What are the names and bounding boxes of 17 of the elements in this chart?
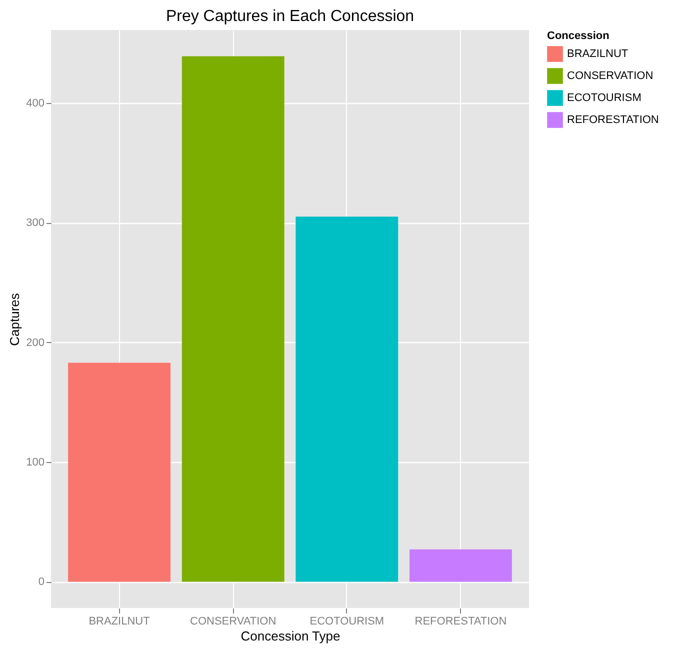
- legend-label: REFORESTATION: [567, 114, 659, 126]
- legend-label: CONSERVATION: [567, 70, 654, 82]
- y-tick-label: 400: [26, 97, 44, 110]
- y-axis-title: Captures: [7, 292, 22, 346]
- legend-title: Concession: [547, 30, 610, 42]
- x-tick-label: REFORESTATION: [414, 616, 507, 628]
- x-tick-label: BRAZILNUT: [88, 616, 150, 628]
- legend-label: BRAZILNUT: [567, 48, 628, 60]
- legend-label: ECOTOURISM: [567, 92, 642, 104]
- y-tick-label: 300: [26, 217, 44, 230]
- x-tick-label: CONSERVATION: [190, 616, 276, 628]
- y-tick-label: 200: [26, 336, 44, 349]
- x-tick-label: ECOTOURISM: [310, 616, 384, 628]
- x-axis-title: Concession Type: [240, 628, 340, 644]
- y-tick-label: 0: [38, 576, 44, 588]
- chart-title: Prey Captures in Each Concession: [166, 8, 414, 25]
- y-tick-label: 100: [26, 456, 44, 469]
